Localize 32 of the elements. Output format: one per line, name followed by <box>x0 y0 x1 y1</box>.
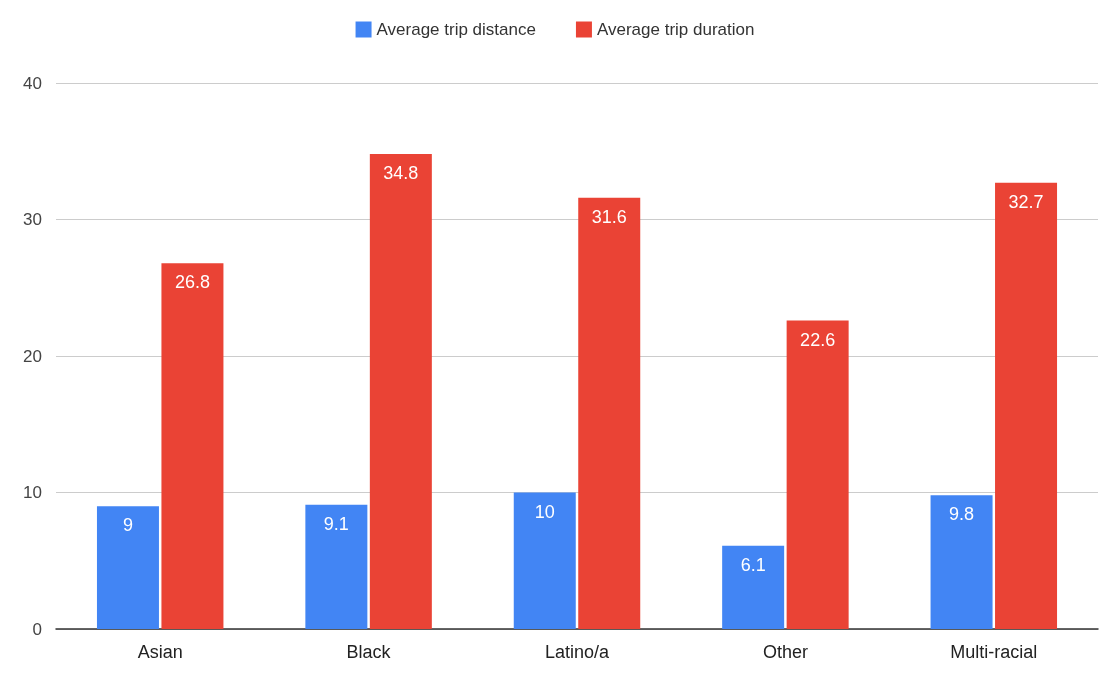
data-label: 9.8 <box>949 504 975 525</box>
bar <box>786 320 849 629</box>
bar <box>995 182 1058 629</box>
bar <box>930 495 993 629</box>
bar <box>96 506 159 629</box>
x-tick-label: Asian <box>137 642 183 662</box>
y-tick-label: 30 <box>23 210 42 229</box>
y-tick-label: 40 <box>23 73 42 93</box>
x-tick-label: Other <box>762 642 808 662</box>
legend-label: Average trip duration <box>596 20 755 39</box>
y-tick-label: 20 <box>23 346 42 366</box>
data-label: 6.1 <box>740 554 766 575</box>
bar <box>578 197 641 629</box>
y-tick-label: 0 <box>32 619 42 639</box>
bar <box>161 263 224 629</box>
data-label: 9 <box>122 515 133 536</box>
data-label: 26.8 <box>174 272 210 293</box>
bar <box>722 545 785 629</box>
bar <box>305 504 368 629</box>
bar <box>513 492 576 629</box>
data-label: 34.8 <box>383 162 419 183</box>
x-tick-label: Multi-racial <box>950 642 1038 662</box>
data-label: 32.7 <box>1008 191 1044 212</box>
data-label: 22.6 <box>800 329 836 350</box>
data-label: 9.1 <box>323 513 349 534</box>
legend-label: Average trip distance <box>376 20 536 39</box>
data-label: 31.6 <box>591 206 627 227</box>
bar <box>369 153 432 629</box>
data-label: 10 <box>534 501 555 522</box>
x-tick-label: Latino/a <box>544 642 611 662</box>
y-tick-label: 10 <box>23 483 42 502</box>
x-tick-label: Black <box>346 642 392 662</box>
